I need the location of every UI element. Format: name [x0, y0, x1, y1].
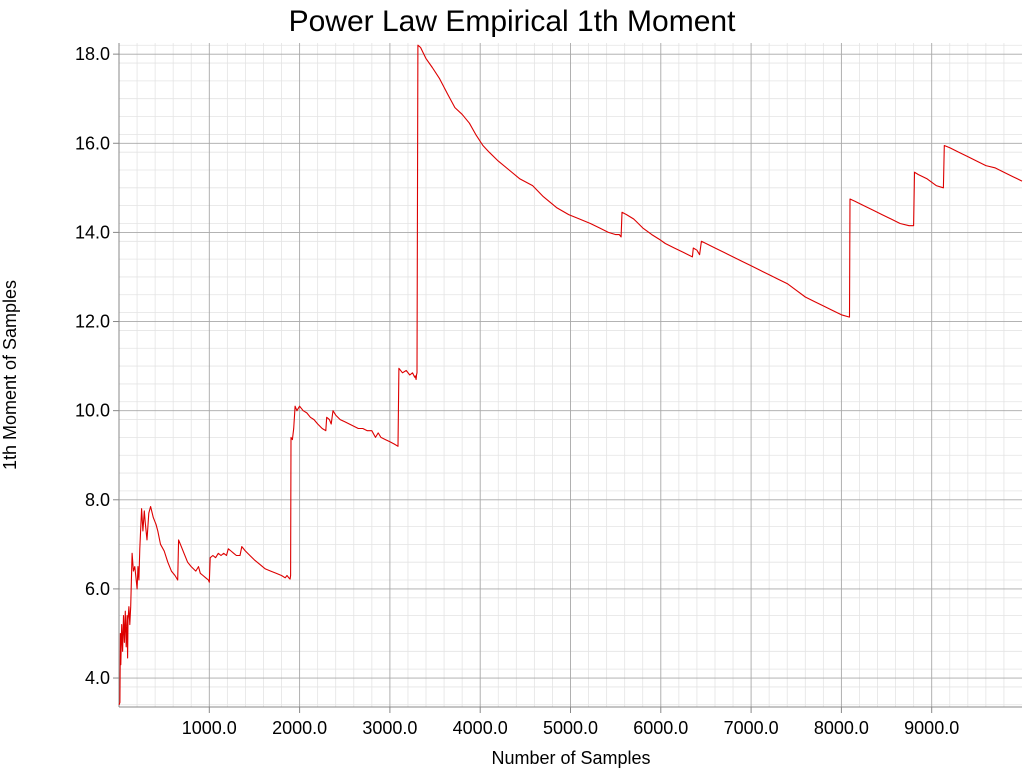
x-tick-label: 1000.0 [182, 718, 237, 738]
y-tick-label: 12.0 [75, 312, 110, 332]
y-tick-label: 8.0 [85, 490, 110, 510]
x-tick-label: 6000.0 [633, 718, 688, 738]
x-tick-label: 7000.0 [724, 718, 779, 738]
x-tick-label: 4000.0 [453, 718, 508, 738]
y-tick-label: 10.0 [75, 401, 110, 421]
x-tick-label: 8000.0 [814, 718, 869, 738]
y-tick-label: 16.0 [75, 133, 110, 153]
y-tick-label: 14.0 [75, 222, 110, 242]
x-tick-label: 2000.0 [272, 718, 327, 738]
x-tick-label: 5000.0 [543, 718, 598, 738]
y-axis-label: 1th Moment of Samples [0, 280, 20, 470]
axes [113, 43, 1022, 713]
tick-labels: 1000.0 2000.0 3000.0 4000.0 5000.0 6000.0 7000… [75, 44, 959, 738]
x-tick-label: 3000.0 [362, 718, 417, 738]
y-tick-label: 6.0 [85, 579, 110, 599]
series [118, 44, 1023, 705]
chart-title: Power Law Empirical 1th Moment [289, 5, 737, 38]
y-tick-label: 4.0 [85, 668, 110, 688]
grid [119, 43, 1022, 707]
x-axis-label: Number of Samples [491, 748, 650, 768]
y-tick-label: 18.0 [75, 44, 110, 64]
series-line [118, 44, 1023, 705]
x-tick-label: 9000.0 [904, 718, 959, 738]
